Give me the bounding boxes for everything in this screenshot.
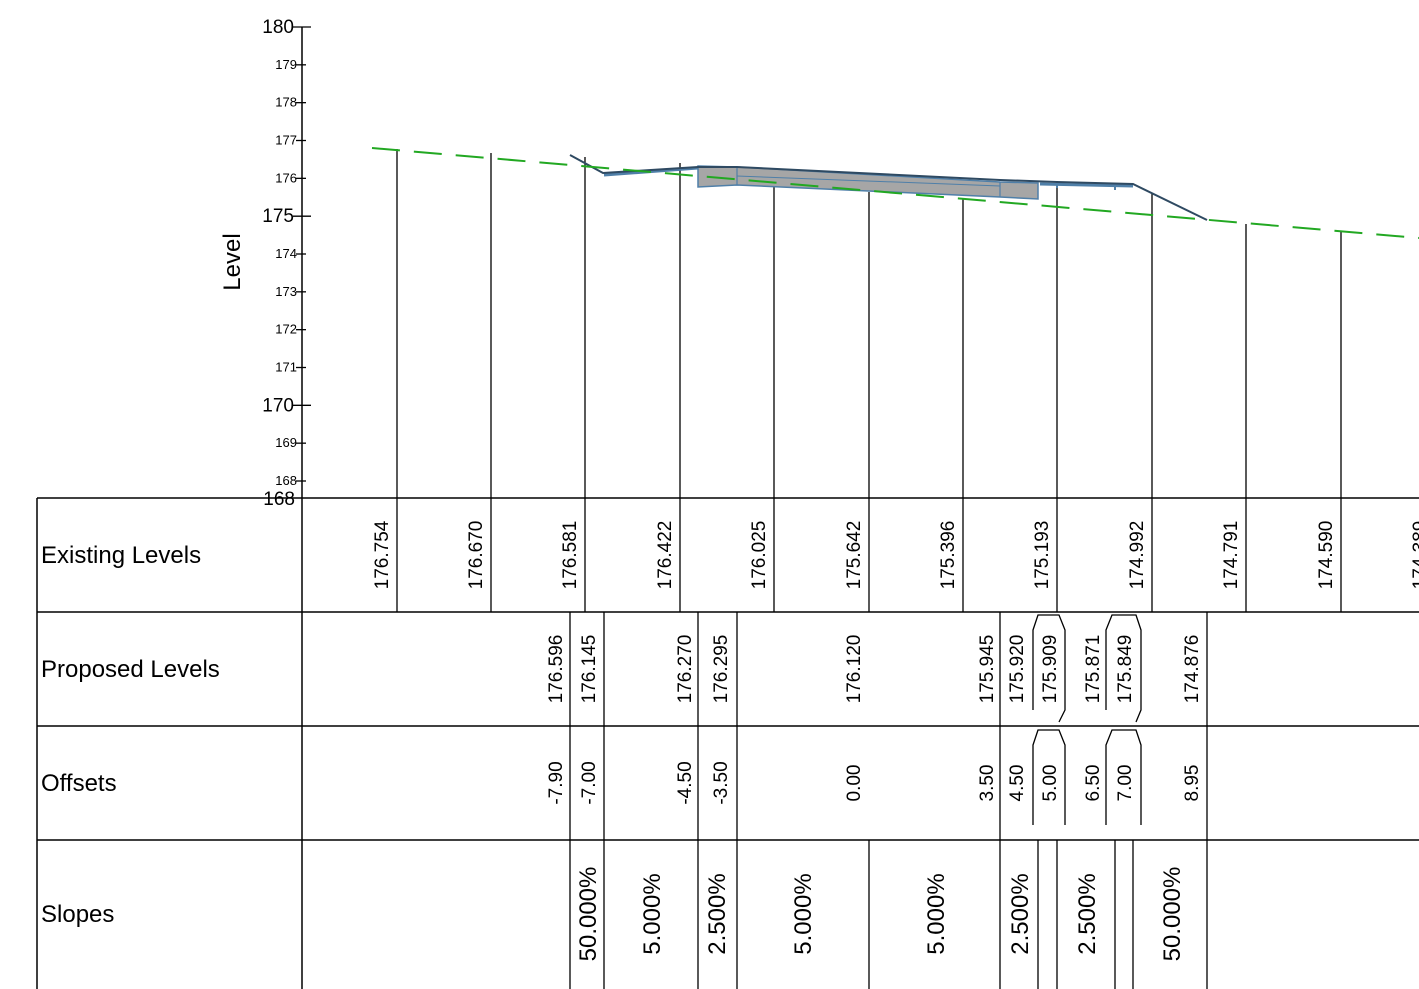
offset-value: 4.50: [1007, 765, 1028, 802]
offset-value: -7.90: [546, 761, 567, 804]
existing-level-value: 174.389: [1410, 521, 1419, 590]
slope-value: 2.500%: [1074, 873, 1101, 954]
axis-tick-label: 174: [275, 246, 297, 261]
proposed-level-value: 176.270: [675, 635, 696, 704]
pavement-layer: [697, 165, 1039, 200]
row-label-offsets: Offsets: [41, 770, 117, 797]
row-label-proposed: Proposed Levels: [41, 656, 220, 683]
callout-box: [1032, 729, 1066, 825]
axis-tick-label: 175: [262, 206, 294, 227]
slope-value: 2.500%: [1007, 873, 1034, 954]
axis-tick-label: 168: [275, 473, 297, 488]
pavement-joint: [736, 175, 1001, 187]
axis-tick-label: 173: [275, 284, 297, 299]
axis-tick-label: 176: [275, 170, 297, 185]
callout-box: [1105, 614, 1142, 723]
proposed-level-value: 175.945: [977, 635, 998, 704]
level-axis: Level 180 179 178 177 176 175 174 173 172 171 170 1…: [219, 17, 311, 510]
existing-level-value: 176.670: [466, 521, 487, 590]
slope-value: 5.000%: [790, 873, 817, 954]
offset-value: 3.50: [977, 765, 998, 802]
proposed-level-value: 175.909: [1040, 635, 1061, 704]
proposed-level-value: 175.920: [1007, 635, 1028, 704]
datum-label: 168: [263, 489, 295, 510]
axis-tick-label: 172: [275, 322, 297, 337]
section-profile: [371, 147, 1419, 612]
existing-level-value: 175.396: [938, 521, 959, 590]
existing-level-value: 176.025: [749, 521, 770, 590]
station-lines: [396, 149, 1342, 612]
offsets: -7.90 -7.00 -4.50 -3.50 0.00 3.50 4.50 5…: [546, 761, 1203, 804]
proposed-level-value: 175.849: [1115, 635, 1136, 704]
existing-levels: 176.754 176.670 176.581 176.422 176.025 …: [372, 520, 1419, 589]
slope-value: 2.500%: [704, 873, 731, 954]
existing-level-value: 176.754: [372, 520, 393, 589]
design-surface-line: [569, 154, 1208, 221]
axis-tick-label: 179: [275, 57, 297, 72]
proposed-level-value: 176.295: [711, 635, 732, 704]
existing-level-value: 176.422: [655, 521, 676, 590]
existing-level-value: 175.193: [1032, 521, 1053, 590]
slope-value: 5.000%: [639, 873, 666, 954]
callout-box: [1105, 729, 1142, 825]
slope-value: 5.000%: [923, 873, 950, 954]
offset-value: 8.95: [1182, 765, 1203, 802]
existing-level-value: 176.581: [560, 521, 581, 590]
axis-tick-label: 170: [262, 395, 294, 416]
row-label-existing: Existing Levels: [41, 542, 201, 569]
offset-value: 5.00: [1040, 765, 1061, 802]
existing-level-value: 175.642: [844, 521, 865, 590]
existing-ground-line: [371, 147, 1419, 239]
axis-tick-label: 178: [275, 95, 297, 110]
band-table: [36, 497, 1419, 989]
offset-value: 7.00: [1115, 765, 1136, 802]
proposed-level-value: 175.871: [1083, 635, 1104, 704]
slope-value: 50.000%: [1159, 867, 1186, 962]
level-axis-label: Level: [219, 233, 246, 290]
axis-tick-label: 177: [275, 133, 297, 148]
axis-tick-label: 180: [262, 17, 294, 38]
row-label-slopes: Slopes: [41, 901, 114, 928]
offset-value: -3.50: [711, 761, 732, 804]
verge-right: [1039, 182, 1134, 188]
offset-value: 0.00: [844, 765, 865, 802]
band-row-labels: Existing Levels Proposed Levels Offsets …: [41, 542, 220, 928]
existing-level-value: 174.590: [1316, 521, 1337, 590]
band-dividers: [569, 612, 1208, 989]
offset-value: 6.50: [1083, 765, 1104, 802]
axis-tick-label: 169: [275, 435, 297, 450]
proposed-level-value: 176.596: [546, 635, 567, 704]
proposed-levels: 176.596 176.145 176.270 176.295 176.120 …: [546, 635, 1203, 704]
offset-value: -7.00: [579, 761, 600, 804]
callout-box: [1032, 614, 1066, 723]
existing-level-value: 174.791: [1221, 521, 1242, 590]
existing-level-value: 174.992: [1127, 521, 1148, 590]
proposed-level-value: 174.876: [1182, 635, 1203, 704]
slope-value: 50.000%: [575, 867, 602, 962]
offset-value: -4.50: [675, 761, 696, 804]
proposed-level-value: 176.120: [844, 635, 865, 704]
axis-tick-label: 171: [275, 360, 297, 375]
slopes: 50.000% 5.000% 2.500% 5.000% 5.000% 2.50…: [575, 867, 1186, 962]
proposed-level-value: 176.145: [579, 635, 600, 704]
